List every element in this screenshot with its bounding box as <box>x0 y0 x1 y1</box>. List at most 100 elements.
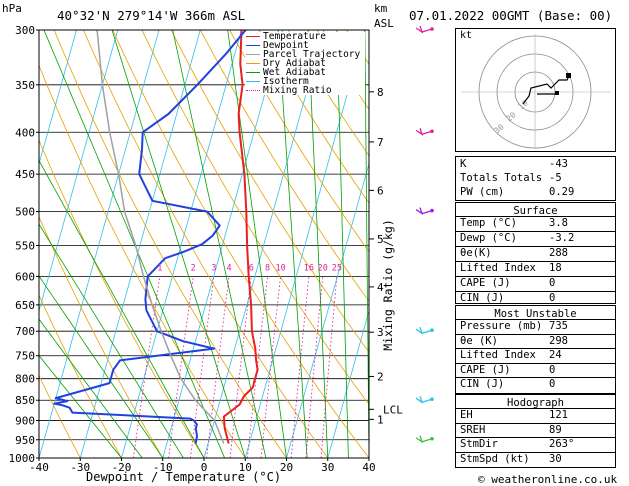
legend-label: Wet Adiabat <box>263 67 326 78</box>
stat-key: K <box>460 158 467 170</box>
stat-value: 298 <box>549 334 568 347</box>
x-tick-label: 0 <box>201 461 208 474</box>
stat-value: -3.2 <box>549 232 575 244</box>
wind-barb-dot <box>430 436 434 441</box>
row-separator <box>456 291 615 292</box>
mixing-ratio-label: 16 <box>304 263 314 273</box>
hodograph-panel: kt 10 20 30 <box>455 28 616 152</box>
x-tick-label: -40 <box>29 461 49 474</box>
stat-row: Lifted Index 18 <box>456 262 615 274</box>
stat-key: CIN (J) <box>460 378 505 390</box>
legend-item: Dry Adiabat <box>245 59 365 68</box>
stat-value: 89 <box>549 423 562 436</box>
mixing-ratio-line <box>132 276 161 458</box>
dry-adiabat <box>39 139 205 458</box>
isotherm-line <box>79 30 201 458</box>
x-tick-label: 20 <box>280 461 293 474</box>
mixing-ratio-line <box>246 276 269 458</box>
hodograph-stats-panel: Hodograph EH 121 SREH 89 StmDir 263° StmSpd (kt… <box>455 394 616 468</box>
stat-row: Lifted Index 24 <box>456 349 615 361</box>
datetime-title: 07.01.2022 00GMT (Base: 00) <box>409 8 613 23</box>
wind-barb-flag <box>415 435 424 444</box>
stat-key: SREH <box>460 423 486 436</box>
row-separator <box>456 216 615 217</box>
km-tick-label: 7 <box>377 136 384 149</box>
wet-adiabat <box>307 30 329 458</box>
legend-label: Parcel Trajectory <box>263 49 361 60</box>
mixing-ratio-label: 8 <box>265 263 270 273</box>
stat-key: Totals Totals <box>460 172 543 184</box>
hodograph-marker <box>566 73 571 78</box>
mixing-ratio-line <box>229 276 252 458</box>
legend-item: Parcel Trajectory <box>245 50 365 59</box>
stat-value: 0.29 <box>549 186 575 198</box>
pressure-tick-label: 600 <box>15 270 35 283</box>
pressure-tick-label: 400 <box>15 126 35 139</box>
stat-row: EH 121 <box>456 409 615 421</box>
x-tick-label: 40 <box>362 461 375 474</box>
isotherm-line <box>39 30 119 313</box>
pressure-tick-label: 850 <box>15 394 35 407</box>
stat-key: Dewp (°C) <box>460 232 517 244</box>
km-tick-label: 6 <box>377 184 384 197</box>
stat-value: 121 <box>549 409 568 421</box>
stat-value: 24 <box>549 349 562 361</box>
stat-value: 735 <box>549 320 568 332</box>
row-separator <box>456 231 615 232</box>
stat-row: SREH 89 <box>456 424 615 436</box>
stat-value: 18 <box>549 262 562 274</box>
legend-item: Dewpoint <box>245 41 365 50</box>
most-unstable-panel: Most Unstable Pressure (mb) 735 θe (K) 298 Li… <box>455 305 616 394</box>
stat-row: CAPE (J) 0 <box>456 364 615 376</box>
wet-adiabat <box>39 223 184 458</box>
x-tick-label: 10 <box>239 461 252 474</box>
hodograph-ring-label: 20 <box>505 110 518 123</box>
isotherm-line <box>39 30 77 166</box>
legend-swatch <box>246 90 260 91</box>
pressure-tick-label: 550 <box>15 239 35 252</box>
legend-item: Mixing Ratio <box>245 86 365 95</box>
panel-title: Most Unstable <box>494 308 577 320</box>
stat-key: EH <box>460 409 473 421</box>
indices-panel: K -43 Totals Totals -5 PW (cm) 0.29 <box>455 156 616 201</box>
wet-adiabat <box>277 30 308 458</box>
hpa-label: hPa <box>2 2 22 15</box>
stat-value: 3.8 <box>549 217 568 229</box>
stat-key: PW (cm) <box>460 186 505 198</box>
lcl-label: LCL <box>383 403 403 416</box>
isotherm-line <box>286 162 369 458</box>
stat-row: Pressure (mb) 735 <box>456 320 615 332</box>
legend-swatch <box>246 36 260 37</box>
legend-label: Temperature <box>263 31 326 42</box>
wet-adiabat <box>227 30 287 458</box>
stat-value: -5 <box>549 172 562 184</box>
row-separator <box>456 422 615 424</box>
stat-key: CIN (J) <box>460 292 505 304</box>
copyright: © weatheronline.co.uk <box>478 473 618 486</box>
row-separator <box>456 261 615 262</box>
wet-adiabat <box>172 30 267 458</box>
wind-barb-dot <box>430 397 434 402</box>
legend-swatch <box>246 72 260 73</box>
row-separator <box>456 362 615 364</box>
wet-adiabat <box>43 30 225 458</box>
wind-barb-dot <box>430 27 434 31</box>
hodograph-ring-label: 30 <box>493 122 506 135</box>
wet-adiabat <box>364 30 369 458</box>
mixing-ratio-line <box>290 276 310 458</box>
legend-swatch <box>246 81 260 82</box>
stat-key: StmDir <box>460 438 498 450</box>
dry-adiabat <box>287 30 369 157</box>
isotherm-line <box>203 30 325 458</box>
stat-value: 288 <box>549 247 568 259</box>
wet-adiabat <box>39 275 164 458</box>
legend-swatch <box>246 63 260 64</box>
stat-row: CAPE (J) 0 <box>456 277 615 289</box>
pressure-tick-label: 300 <box>15 24 35 37</box>
stat-key: CAPE (J) <box>460 363 511 376</box>
stat-key: StmSpd (kt) <box>460 452 530 465</box>
dry-adiabat <box>200 30 369 302</box>
mixing-ratio-label: 1 <box>157 263 162 273</box>
stat-row: Temp (°C) 3.8 <box>456 217 615 229</box>
